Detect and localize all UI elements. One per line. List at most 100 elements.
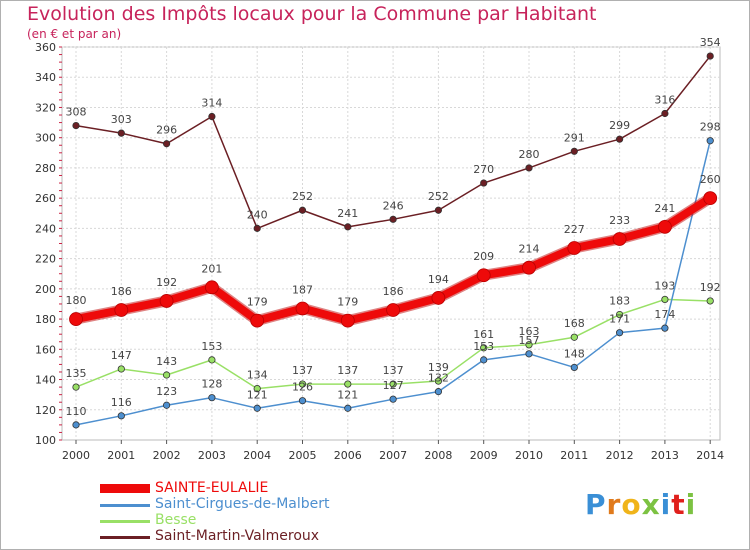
data-point [344,380,352,388]
data-point [706,137,714,145]
x-tick-label: 2003 [198,449,226,462]
data-label: 192 [700,281,721,294]
data-label: 227 [564,223,585,236]
data-point [661,324,669,332]
data-point [525,350,533,358]
data-point [480,344,488,352]
data-label: 187 [292,283,313,296]
data-label: 171 [609,313,630,326]
data-label: 209 [473,250,494,263]
data-point [117,412,125,420]
data-label: 116 [111,396,132,409]
data-point [706,52,714,60]
logo-letter: x [641,488,661,521]
x-tick-label: 2009 [470,449,498,462]
data-point [208,112,216,121]
data-label: 296 [156,124,177,137]
data-label: 186 [111,285,132,298]
data-point [476,268,491,283]
data-point [615,135,624,143]
data-point [298,397,307,405]
data-point [612,232,627,246]
y-tick-label: 360 [35,41,56,54]
logo-letter: P [585,488,607,521]
data-label: 137 [383,364,404,377]
data-point [570,333,578,341]
data-point [72,122,80,130]
legend-label: Saint-Cirgues-de-Malbert [155,496,330,512]
data-point [163,371,171,379]
data-label: 163 [519,325,540,338]
data-point [434,388,442,396]
data-point [114,303,129,317]
data-point [389,380,397,388]
data-label: 233 [609,214,630,227]
x-tick-label: 2004 [243,449,271,462]
x-tick-label: 2008 [424,449,452,462]
y-tick-label: 260 [35,192,56,205]
data-label: 246 [383,199,404,212]
x-tick-label: 2014 [696,449,724,462]
data-point [163,140,171,148]
data-label: 139 [428,361,449,374]
data-label: 270 [473,163,494,176]
data-point [72,421,80,429]
data-label: 241 [654,202,675,215]
data-point [658,219,672,234]
data-point [706,297,714,305]
data-label: 316 [654,94,675,107]
data-point [522,260,536,275]
y-tick-label: 240 [35,222,56,235]
data-point [661,295,669,304]
legend-swatch [100,536,150,539]
y-tick-label: 220 [35,253,56,266]
x-tick-label: 2011 [560,449,588,462]
data-label: 280 [519,148,540,161]
y-tick-label: 140 [35,374,56,387]
x-tick-label: 2013 [651,449,679,462]
legend-swatch [100,520,150,523]
data-label: 193 [654,279,675,292]
logo-letter: t [671,488,686,521]
data-point [159,294,174,308]
data-label: 137 [292,364,313,377]
data-label: 201 [201,262,222,275]
data-point [389,395,397,403]
legend-label: SAINTE-EULALIE [155,480,269,496]
data-label: 126 [292,381,313,394]
x-tick-label: 2002 [153,449,181,462]
data-label: 110 [66,405,87,418]
logo-letter: r [606,488,622,521]
data-label: 128 [201,378,222,391]
data-label: 135 [66,367,87,380]
data-label: 252 [428,190,449,203]
data-label: 147 [111,349,132,362]
data-point [208,394,216,402]
data-label: 123 [156,385,177,398]
data-label: 214 [519,243,540,256]
data-label: 260 [700,173,721,186]
logo-letter: i [660,488,672,521]
data-label: 153 [473,340,494,353]
data-point [661,109,669,118]
data-point [344,404,352,412]
data-point [340,313,355,328]
y-tick-label: 280 [35,162,56,175]
data-label: 241 [337,207,358,220]
data-point [298,206,307,214]
data-point [570,147,578,155]
legend-swatch [100,484,150,493]
x-tick-label: 2006 [334,449,362,462]
data-label: 314 [201,97,222,110]
data-point [253,404,261,412]
x-tick-label: 2007 [379,449,407,462]
line-chart: 100 120 140 160 180 200 220 240 260 280 300 320 340 3… [35,36,724,462]
data-point [480,179,488,187]
data-label: 298 [700,121,721,134]
y-tick-label: 100 [35,434,56,447]
data-label: 121 [247,388,268,401]
data-label: 132 [428,372,449,385]
data-label: 299 [609,119,630,132]
y-tick-label: 160 [35,343,56,356]
logo-letter: o [621,488,642,521]
